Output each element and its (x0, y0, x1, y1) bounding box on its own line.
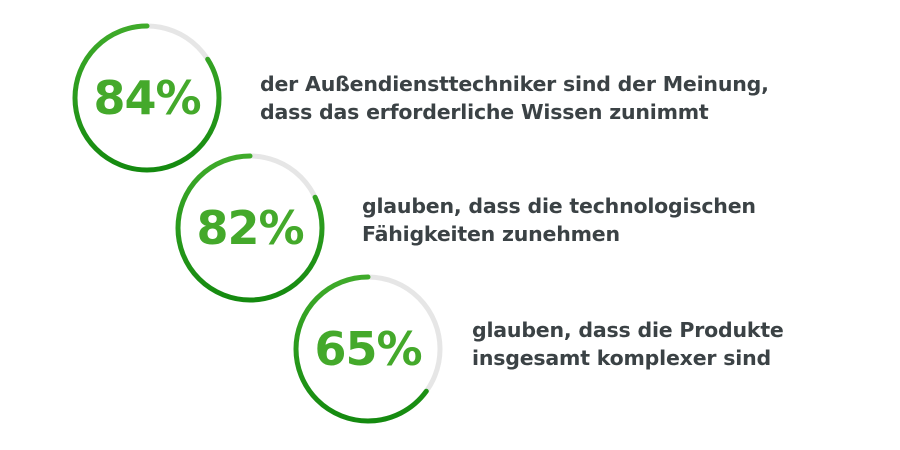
stat-description: glauben, dass die technologischen Fähigk… (362, 192, 756, 248)
description-line: dass das erforderliche Wissen zunimmt (260, 100, 709, 124)
description-line: Fähigkeiten zunehmen (362, 222, 620, 246)
progress-ring: 82% (170, 148, 330, 308)
percent-value: 65% (314, 322, 422, 376)
ring-graphic (175, 153, 325, 303)
ring-graphic (293, 274, 443, 424)
progress-ring: 65% (288, 269, 448, 429)
percent-value: 82% (196, 201, 304, 255)
progress-ring: 84% (67, 18, 227, 178)
description-line: glauben, dass die Produkte (472, 318, 784, 342)
ring-graphic (72, 23, 222, 173)
percent-value: 84% (93, 71, 201, 125)
description-line: der Außendiensttechniker sind der Meinun… (260, 72, 769, 96)
stat-description: glauben, dass die Produkte insgesamt kom… (472, 316, 784, 372)
description-line: glauben, dass die technologischen (362, 194, 756, 218)
description-line: insgesamt komplexer sind (472, 346, 771, 370)
stat-description: der Außendiensttechniker sind der Meinun… (260, 70, 769, 126)
